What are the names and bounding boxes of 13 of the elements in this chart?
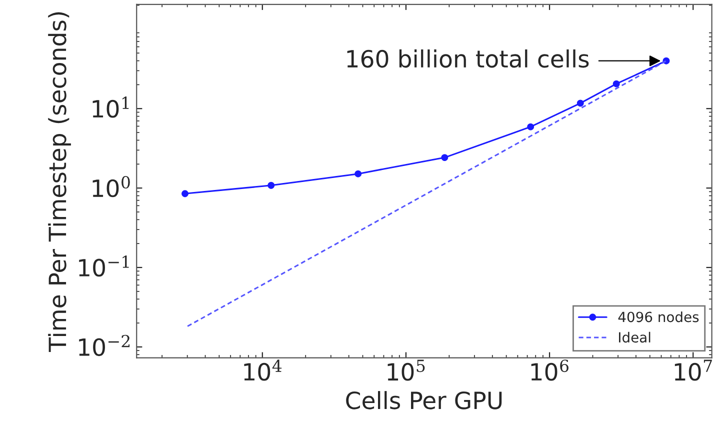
x-tick-label: 10$^{5}$ <box>388 360 425 381</box>
y-tick-label: 10$^{0}$ <box>92 176 130 198</box>
x-tick-label: 10$^{6}$ <box>531 360 568 381</box>
y-tick-label: 10$^{−2}$ <box>79 334 130 356</box>
annotation: 160 billion total cells <box>347 49 589 68</box>
y-axis-title: Time Per Timestep (seconds) <box>48 12 71 352</box>
x-axis-title: Cells Per GPU <box>346 391 502 410</box>
y-tick-label: 10$^{−1}$ <box>79 255 129 277</box>
legend-label: Ideal <box>619 332 650 343</box>
y-tick-label: 10$^{1}$ <box>92 96 129 118</box>
x-tick-label: 10$^{7}$ <box>674 360 712 381</box>
legend-label: 4096 nodes <box>618 311 699 322</box>
x-tick-label: 10$^{4}$ <box>244 360 282 381</box>
